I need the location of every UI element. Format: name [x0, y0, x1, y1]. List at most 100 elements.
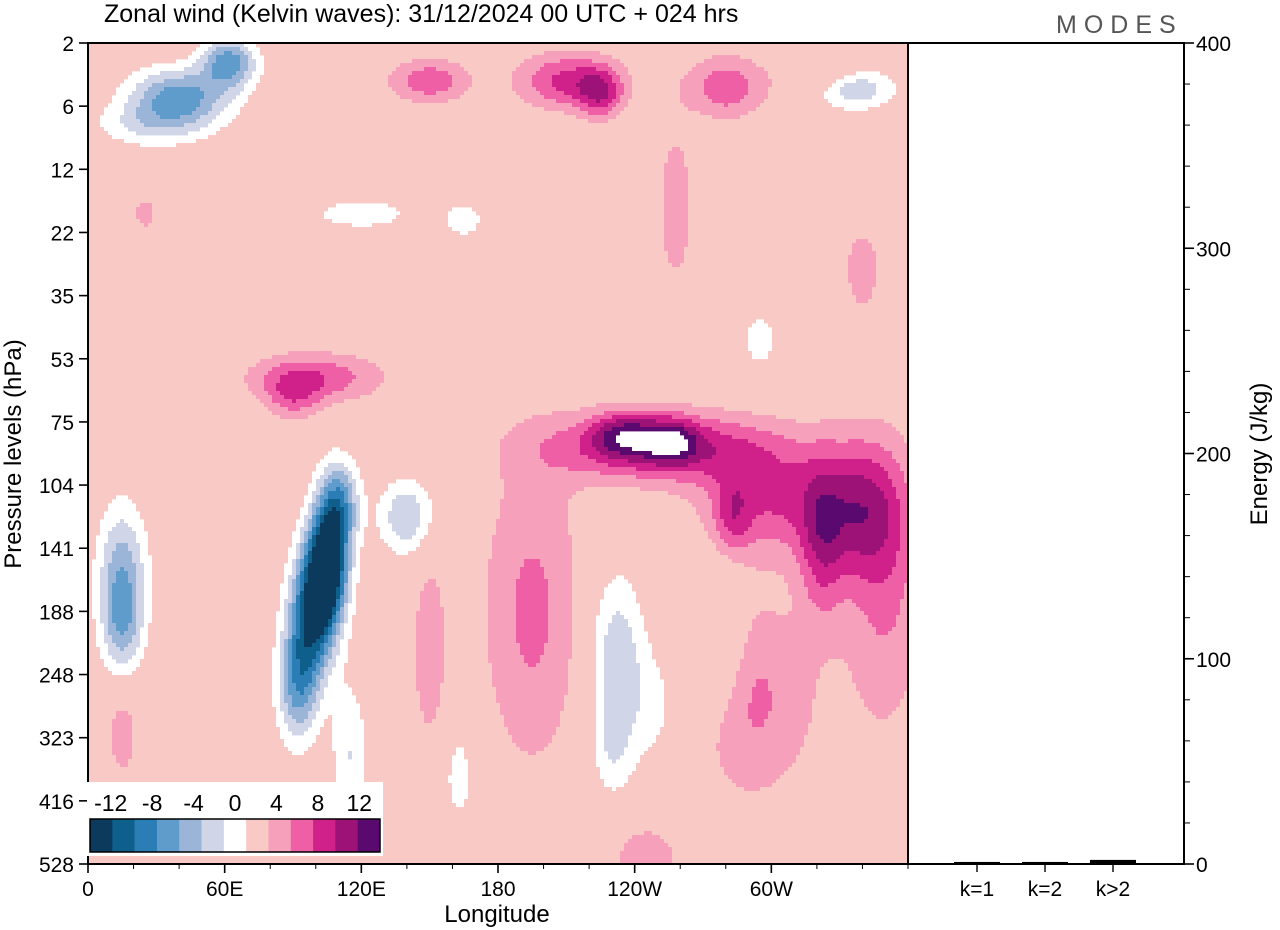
wind-contour-cell — [344, 619, 348, 624]
wind-contour-cell — [328, 511, 340, 516]
wind-contour-cell — [296, 651, 316, 656]
wind-contour-cell — [892, 567, 908, 572]
wind-contour-cell — [604, 691, 640, 696]
wind-contour-cell — [736, 515, 756, 520]
wind-contour-cell — [816, 695, 860, 700]
wind-contour-cell — [204, 95, 220, 100]
wind-contour-cell — [588, 95, 608, 100]
wind-contour-cell — [624, 575, 784, 580]
wind-contour-cell — [360, 703, 420, 708]
wind-contour-cell — [504, 715, 560, 720]
wind-contour-cell — [400, 211, 448, 216]
wind-contour-cell — [768, 715, 812, 720]
wind-contour-cell — [180, 115, 200, 120]
wind-contour-cell — [288, 371, 320, 376]
wind-contour-cell — [148, 635, 276, 640]
wind-contour-cell — [300, 631, 304, 636]
wind-contour-cell — [292, 571, 296, 576]
wind-contour-cell — [152, 99, 200, 104]
wind-contour-cell — [348, 451, 500, 456]
wind-contour-cell — [280, 647, 284, 652]
wind-contour-cell — [352, 519, 356, 524]
wind-contour-cell — [136, 563, 144, 568]
wind-contour-cell — [616, 95, 620, 100]
wind-contour-cell — [416, 655, 444, 660]
wind-contour-cell — [312, 495, 316, 500]
wind-contour-cell — [860, 503, 888, 508]
wind-contour-cell — [520, 571, 544, 576]
wind-contour-cell — [344, 607, 348, 612]
wind-contour-cell — [88, 127, 104, 132]
wind-contour-cell — [416, 643, 444, 648]
wind-contour-cell — [892, 479, 904, 484]
wind-contour-cell — [128, 627, 136, 632]
wind-contour-cell — [348, 591, 352, 596]
wind-contour-cell — [224, 51, 232, 56]
wind-contour-cell — [620, 855, 672, 860]
wind-contour-cell — [364, 731, 508, 736]
wind-contour-cell — [580, 451, 600, 456]
wind-contour-cell — [216, 47, 240, 52]
wind-contour-cell — [88, 43, 200, 48]
wind-contour-cell — [324, 503, 328, 508]
wind-contour-cell — [772, 343, 908, 348]
wind-contour-cell — [548, 591, 572, 596]
wind-contour-cell — [284, 603, 288, 608]
wind-contour-cell — [704, 59, 752, 64]
wind-contour-cell — [540, 659, 568, 664]
wind-contour-cell — [88, 571, 92, 576]
wind-contour-cell — [420, 695, 440, 700]
wind-contour-cell — [280, 391, 312, 396]
wind-contour-cell — [116, 571, 128, 576]
wind-contour-cell — [292, 615, 296, 620]
wind-contour-cell — [728, 555, 796, 560]
wind-contour-cell — [136, 667, 272, 672]
wind-contour-cell — [576, 491, 668, 496]
wind-contour-cell — [244, 379, 264, 384]
wind-contour-cell — [884, 543, 900, 548]
wind-contour-cell — [304, 519, 308, 524]
wind-contour-cell — [752, 719, 764, 724]
wind-contour-cell — [280, 691, 284, 696]
wind-contour-cell — [88, 251, 668, 256]
wind-contour-cell — [360, 559, 488, 564]
wind-contour-cell — [296, 543, 300, 548]
wind-contour-cell — [528, 663, 536, 668]
wind-contour-cell — [88, 587, 92, 592]
wind-contour-cell — [88, 147, 672, 152]
wind-contour-cell — [568, 667, 596, 672]
wind-contour-cell — [604, 703, 640, 708]
energy-panel-frame — [907, 42, 1185, 865]
wind-contour-cell — [732, 495, 740, 500]
wind-contour-cell — [240, 47, 248, 52]
wind-contour-cell — [328, 663, 336, 668]
wind-contour-cell — [88, 583, 92, 588]
wind-contour-cell — [652, 743, 716, 748]
wind-contour-cell — [116, 759, 128, 764]
wind-contour-cell — [324, 395, 360, 400]
wind-contour-cell — [272, 411, 316, 416]
wind-contour-cell — [296, 639, 304, 644]
wind-contour-cell — [416, 663, 444, 668]
wind-contour-cell — [768, 683, 816, 688]
wind-contour-cell — [352, 515, 356, 520]
wind-contour-cell — [624, 423, 640, 428]
wind-contour-cell — [816, 515, 868, 520]
wind-contour-cell — [524, 659, 540, 664]
wind-contour-cell — [680, 95, 708, 100]
wind-contour-cell — [108, 651, 136, 656]
wind-contour-cell — [364, 779, 448, 784]
wind-contour-cell — [284, 683, 288, 688]
wind-contour-cell — [604, 643, 636, 648]
wind-contour-cell — [308, 667, 316, 672]
wind-contour-cell — [344, 539, 348, 544]
wind-contour-cell — [292, 627, 296, 632]
wind-contour-cell — [808, 483, 876, 488]
wind-contour-cell — [320, 511, 324, 516]
wind-contour-cell — [632, 771, 724, 776]
wind-contour-cell — [516, 591, 548, 596]
wind-contour-cell — [392, 71, 412, 76]
wind-contour-cell — [440, 595, 488, 600]
energy-tick-label: 100 — [1196, 649, 1231, 672]
wind-contour-cell — [772, 783, 908, 788]
